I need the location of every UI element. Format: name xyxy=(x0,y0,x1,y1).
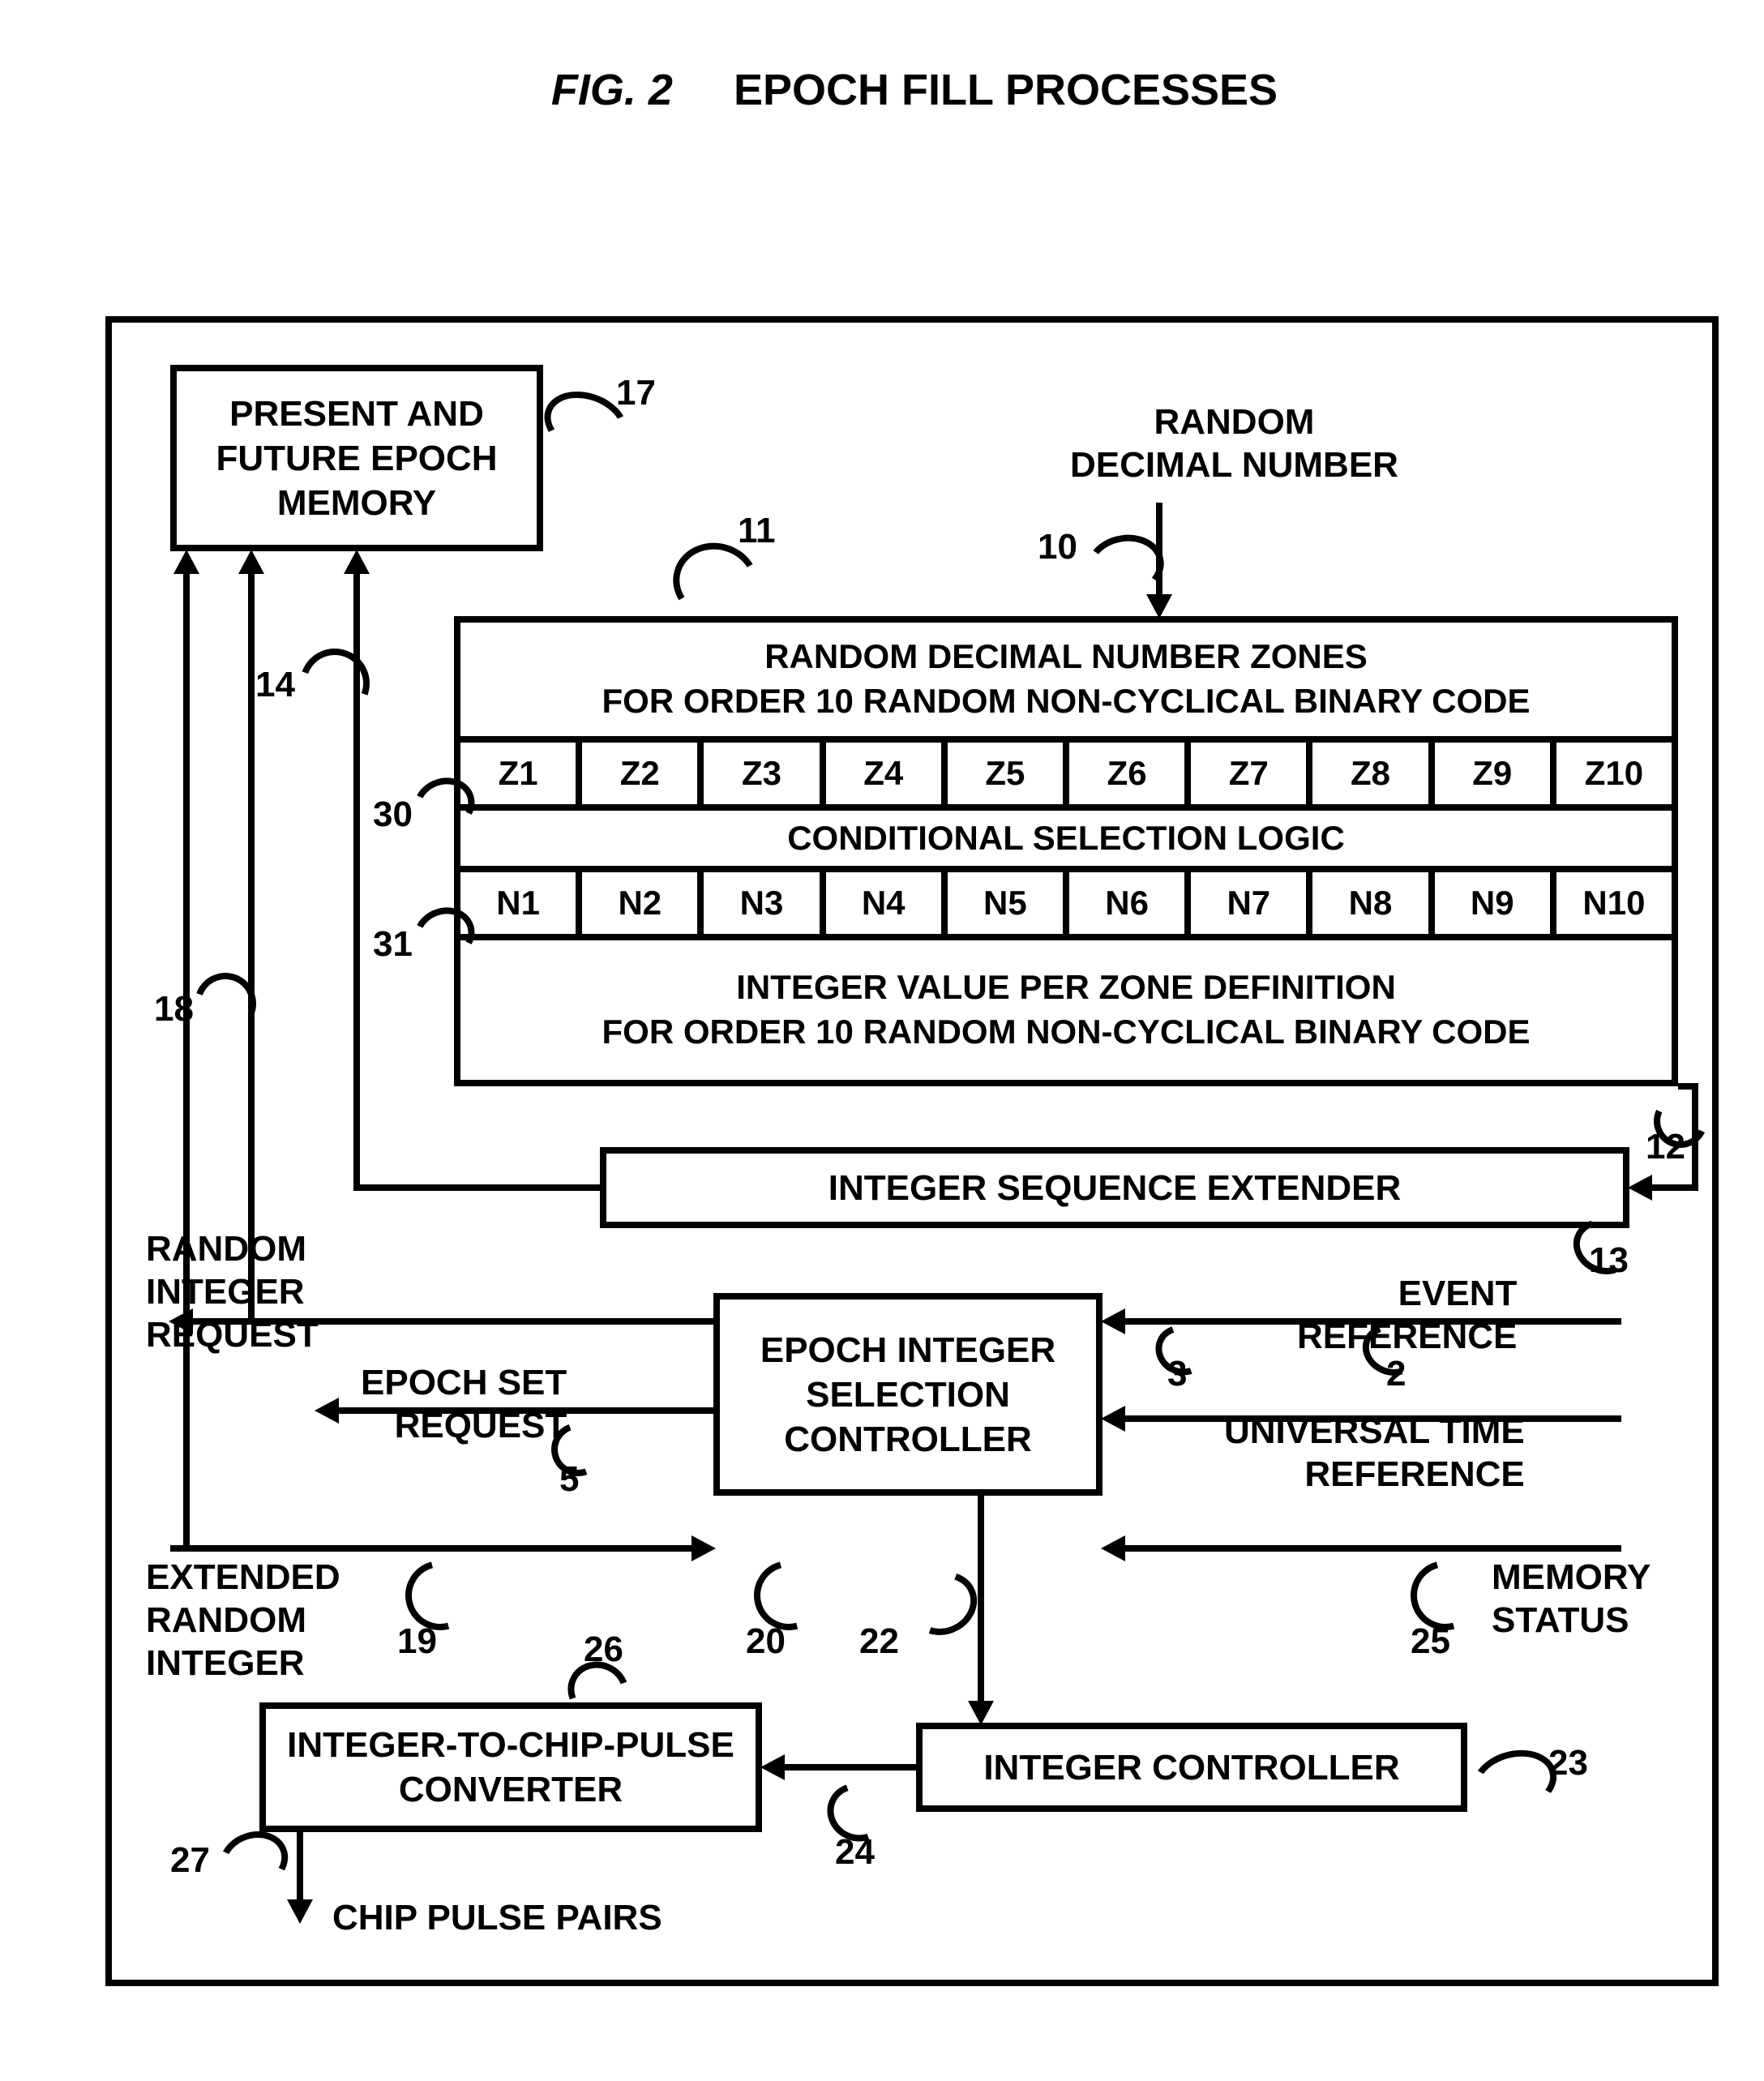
eri-h xyxy=(170,1545,693,1552)
z3: Z3 xyxy=(697,743,819,804)
rand-dec-arrow-head xyxy=(1146,594,1172,619)
esr-head xyxy=(315,1398,339,1424)
zones-footer: INTEGER VALUE PER ZONE DEFINITION FOR OR… xyxy=(460,934,1672,1080)
n8: N8 xyxy=(1306,872,1428,934)
n5c: N5 xyxy=(941,872,1063,934)
n10c: N10 xyxy=(1550,872,1672,934)
random-int-req-label: RANDOM INTEGER REQUEST xyxy=(146,1228,319,1356)
ctrl-ic-v xyxy=(978,1496,984,1702)
ref-27: 27 xyxy=(170,1840,210,1881)
ctrl-ic-head xyxy=(968,1701,994,1725)
n3c: N3 xyxy=(697,872,819,934)
z8: Z8 xyxy=(1306,743,1428,804)
ms-h xyxy=(1123,1545,1621,1552)
extender-box: INTEGER SEQUENCE EXTENDER xyxy=(600,1147,1629,1228)
ref-11: 11 xyxy=(738,511,776,551)
evt-head xyxy=(1101,1308,1125,1334)
n4: N4 xyxy=(820,872,941,934)
figure-title: FIG. 2 EPOCH FILL PROCESSES xyxy=(32,65,1764,115)
n2c: N2 xyxy=(576,872,697,934)
ms-head xyxy=(1101,1535,1125,1561)
z5: Z5 xyxy=(941,743,1063,804)
req-head-up xyxy=(238,550,264,574)
ext-mem-h xyxy=(357,1184,600,1191)
integer-controller-box: INTEGER CONTROLLER xyxy=(916,1723,1467,1812)
conv-out-v xyxy=(297,1832,303,1901)
z9: Z9 xyxy=(1428,743,1550,804)
ref-17: 17 xyxy=(616,373,656,413)
fig-label: FIG. 2 xyxy=(551,66,673,114)
z7: Z7 xyxy=(1184,743,1306,804)
tbl-ext-head xyxy=(1628,1175,1652,1201)
converter-box: INTEGER-TO-CHIP-PULSE CONVERTER xyxy=(259,1702,762,1832)
n9: N9 xyxy=(1428,872,1550,934)
ic-conv-h xyxy=(782,1764,916,1771)
epoch-set-req-label: EPOCH SET REQUEST xyxy=(361,1362,567,1448)
epoch-memory-text: PRESENT AND FUTURE EPOCH MEMORY xyxy=(216,392,497,525)
mem-status-label: MEMORY STATUS xyxy=(1492,1556,1651,1642)
fig-title-text: EPOCH FILL PROCESSES xyxy=(734,66,1278,114)
eri-head xyxy=(691,1535,716,1561)
ref-30: 30 xyxy=(373,794,413,835)
z10: Z10 xyxy=(1550,743,1672,804)
chip-pairs-label: CHIP PULSE PAIRS xyxy=(332,1897,662,1940)
cond-logic-row: CONDITIONAL SELECTION LOGIC xyxy=(460,804,1672,866)
controller-box: EPOCH INTEGER SELECTION CONTROLLER xyxy=(713,1293,1102,1496)
eri-head-up xyxy=(173,550,199,574)
conv-out-head xyxy=(287,1899,313,1924)
ut-head xyxy=(1101,1406,1125,1432)
zones-table: RANDOM DECIMAL NUMBER ZONES FOR ORDER 10… xyxy=(454,616,1678,1086)
n1: N1 xyxy=(460,872,576,934)
n-row: N1 N2 N3 N4 N5 N6 N7 N8 N9 N10 xyxy=(460,866,1672,934)
n6: N6 xyxy=(1063,872,1184,934)
eri-v xyxy=(183,572,190,1552)
utime-ref-label: UNIVERSAL TIME REFERENCE xyxy=(1224,1411,1525,1497)
z-row: Z1 Z2 Z3 Z4 Z5 Z6 Z7 Z8 Z9 Z10 xyxy=(460,736,1672,804)
random-decimal-label: RANDOM DECIMAL NUMBER xyxy=(1070,401,1398,487)
z4: Z4 xyxy=(820,743,941,804)
ic-conv-head xyxy=(760,1754,785,1780)
z2: Z2 xyxy=(576,743,697,804)
ref-14: 14 xyxy=(255,665,295,705)
zones-header: RANDOM DECIMAL NUMBER ZONES FOR ORDER 10… xyxy=(460,623,1672,736)
ref-22: 22 xyxy=(859,1621,899,1662)
epoch-memory-box: PRESENT AND FUTURE EPOCH MEMORY xyxy=(170,365,543,551)
z6: Z6 xyxy=(1063,743,1184,804)
tbl-ext-h2 xyxy=(1650,1184,1698,1191)
ext-rand-int-label: EXTENDED RANDOM INTEGER xyxy=(146,1556,340,1685)
req-v xyxy=(248,572,255,1325)
ref-31: 31 xyxy=(373,924,413,965)
page: FIG. 2 EPOCH FILL PROCESSES PRESENT AND … xyxy=(32,32,1764,2049)
ref-18: 18 xyxy=(154,989,194,1030)
ref-10: 10 xyxy=(1038,527,1077,567)
z1: Z1 xyxy=(460,743,576,804)
n7: N7 xyxy=(1184,872,1306,934)
ext-mem-head xyxy=(344,550,370,574)
